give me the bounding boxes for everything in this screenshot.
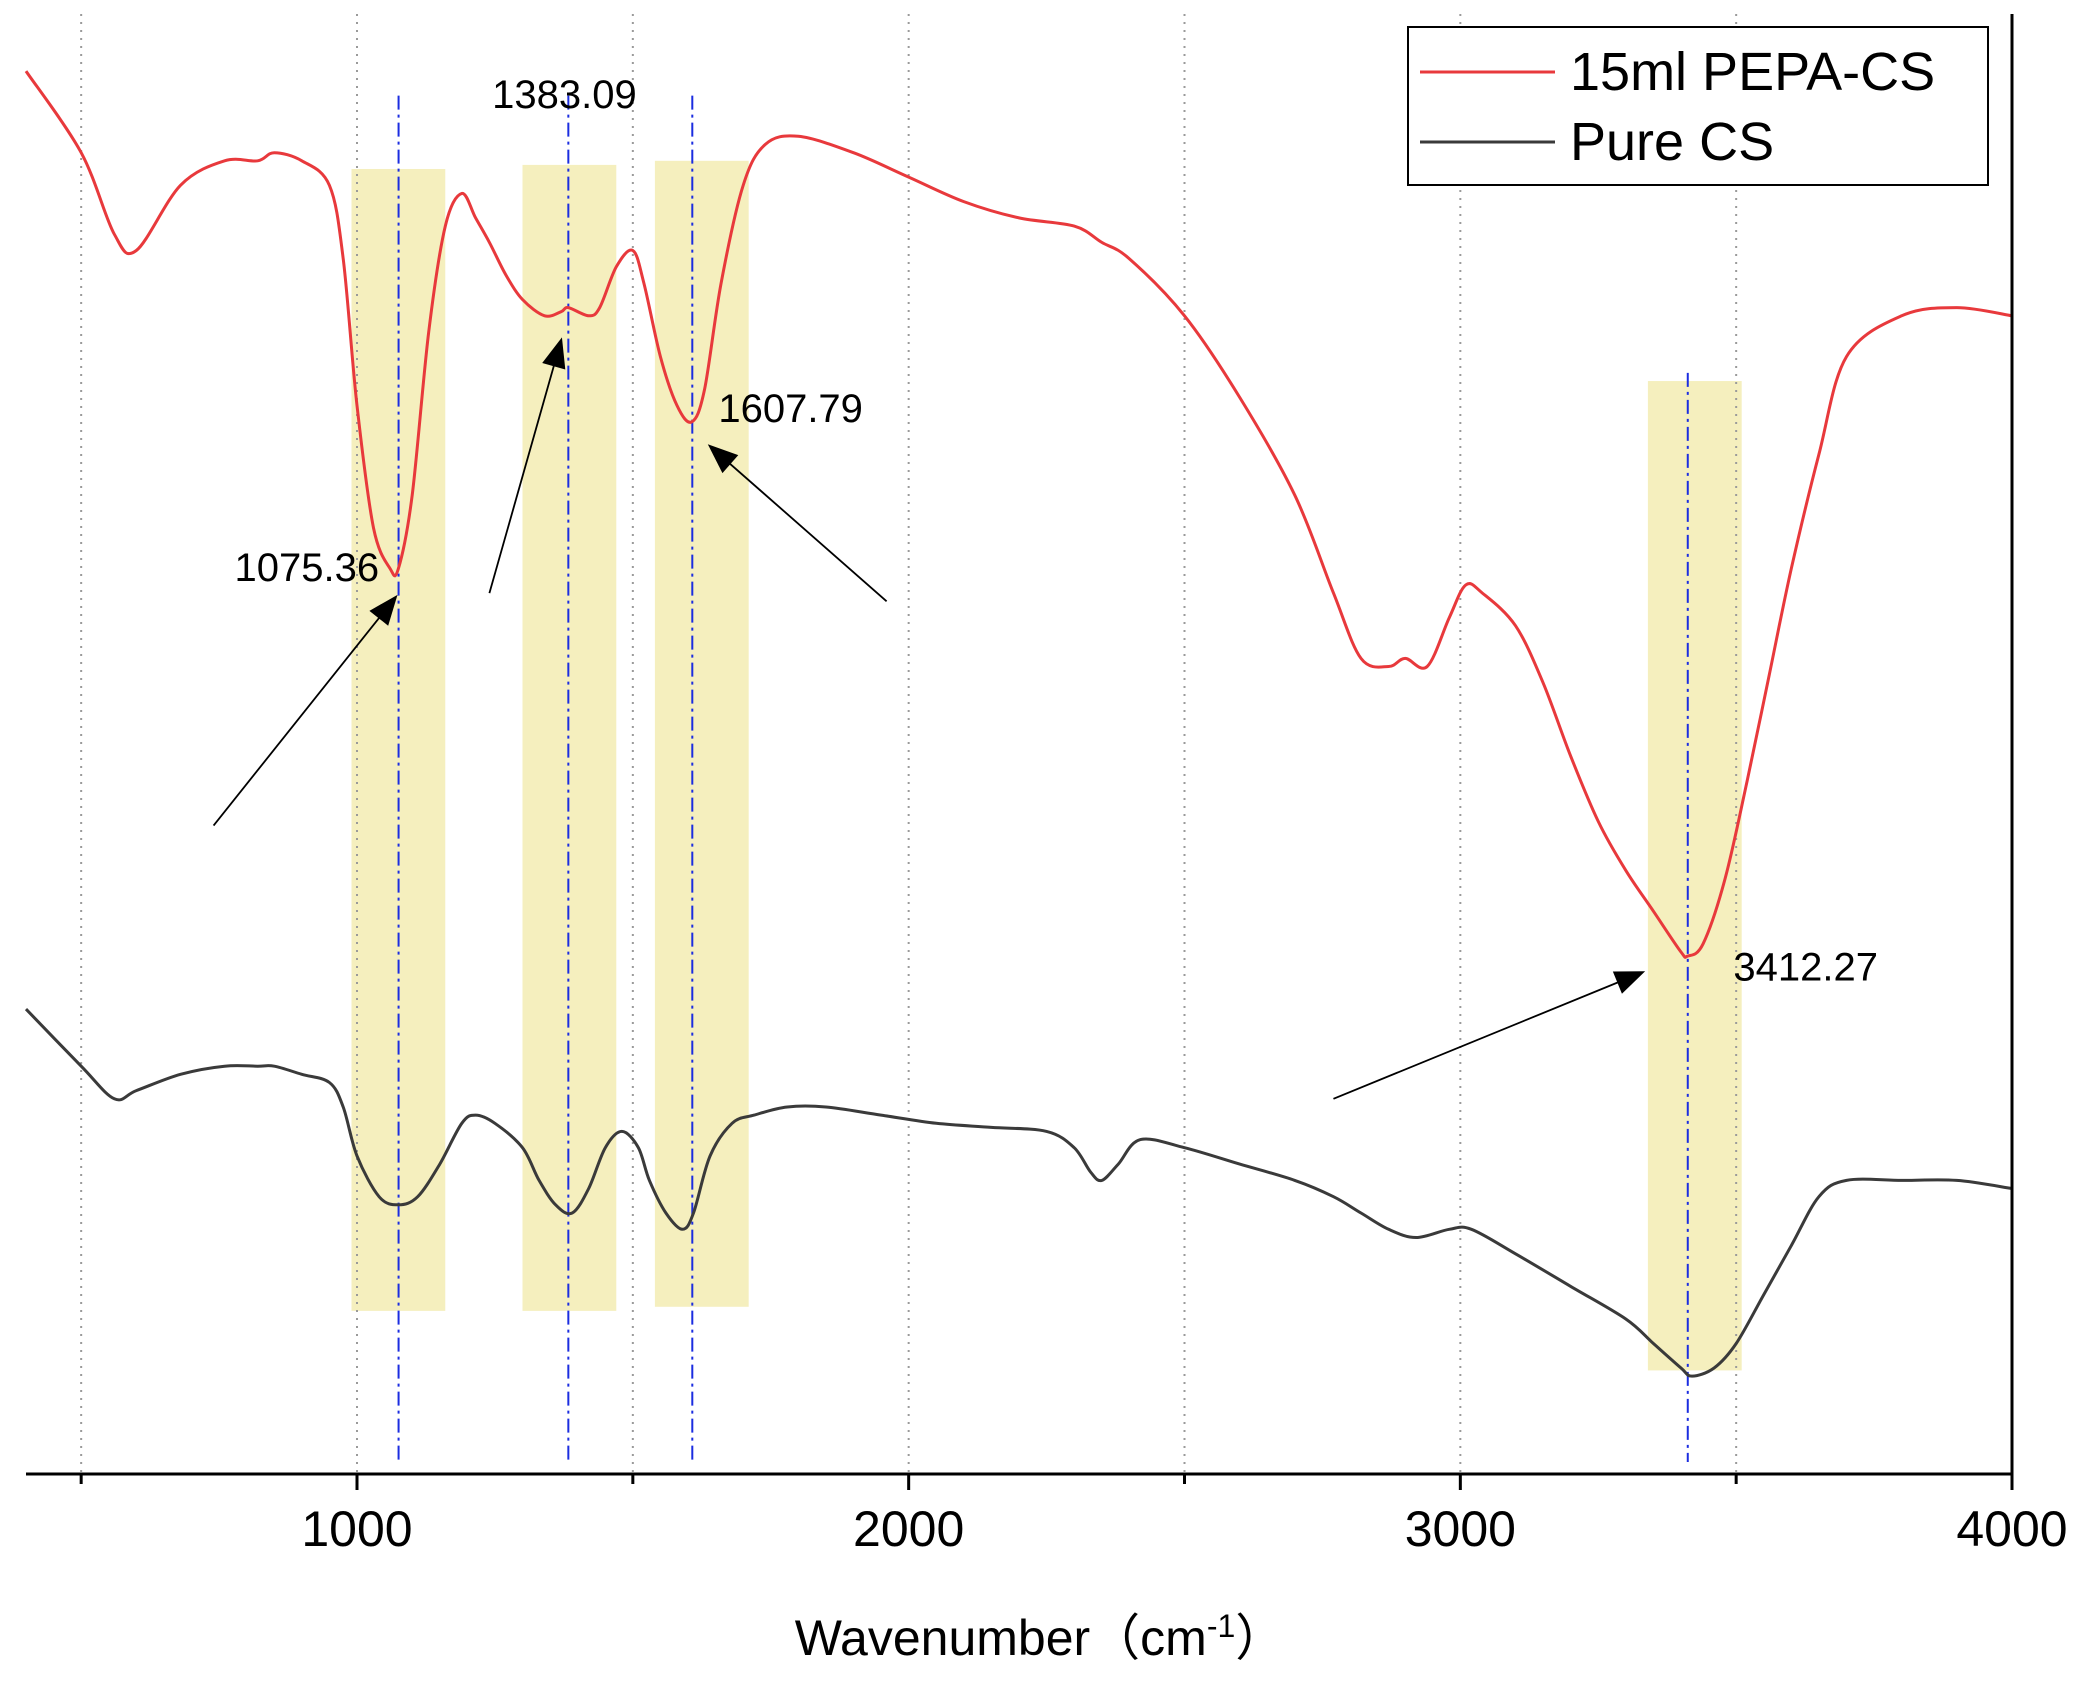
x-tick-label: 4000 — [1956, 1501, 2067, 1557]
annotation-arrows — [212, 337, 1646, 1100]
annotation-arrow — [488, 337, 566, 594]
x-axis-label-main: Wavenumber（cm — [795, 1610, 1207, 1666]
x-tick-label: 2000 — [853, 1501, 964, 1557]
peak-label: 3412.27 — [1733, 946, 1878, 990]
x-axis-label-close: ） — [1235, 1610, 1285, 1666]
x-axis-label-superscript: -1 — [1207, 1608, 1235, 1644]
legend-label: 15ml PEPA-CS — [1570, 42, 1935, 102]
gridlines — [80, 14, 1738, 1474]
peak-guide-lines — [397, 95, 1689, 1462]
annotation-arrow — [707, 444, 888, 602]
legend-box — [1407, 26, 1989, 186]
x-axis-label: Wavenumber（cm-1） — [795, 1608, 1286, 1666]
x-tick-label: 3000 — [1405, 1501, 1516, 1557]
series-line-pepa-cs — [24, 70, 2013, 959]
peak-label: 1383.09 — [492, 73, 637, 117]
highlight-band — [654, 160, 749, 1307]
peak-annotations: 1075.36 1383.09 1607.79 3412.27 — [234, 73, 1878, 990]
highlight-band — [522, 164, 617, 1311]
annotation-arrow — [1333, 971, 1646, 1100]
annotation-arrow — [212, 594, 398, 827]
series-line-pure-cs — [24, 1008, 2013, 1378]
legend-label: Pure CS — [1570, 112, 1774, 172]
peak-label: 1607.79 — [718, 387, 863, 431]
legend: 15ml PEPA-CS Pure CS — [1407, 26, 1989, 186]
peak-label: 1075.36 — [234, 546, 379, 590]
highlight-band — [1647, 381, 1742, 1371]
series-lines — [24, 70, 2013, 1378]
x-tick-label: 1000 — [301, 1501, 412, 1557]
axes: 1000 2000 3000 4000 Wavenumber（cm-1） — [26, 14, 2068, 1666]
